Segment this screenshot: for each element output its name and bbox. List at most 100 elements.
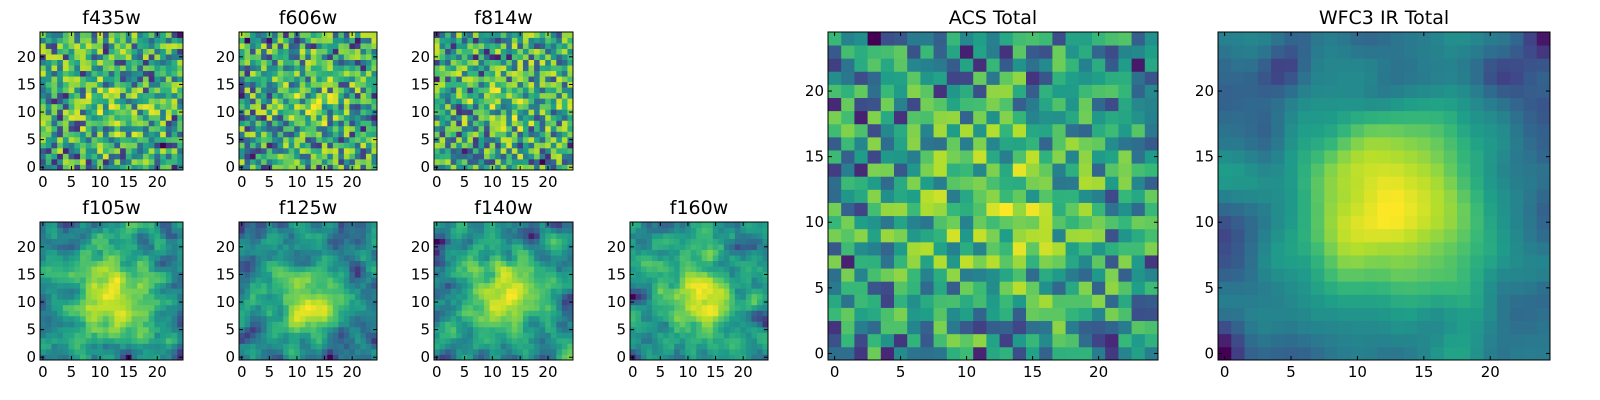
heatmap-cell — [528, 321, 535, 328]
heatmap-cell — [266, 54, 273, 60]
heatmap-cell — [528, 65, 535, 72]
heatmap-cell — [255, 304, 262, 311]
heatmap-cell — [500, 343, 507, 350]
heatmap-cell — [137, 131, 144, 138]
heatmap-cell — [102, 277, 110, 284]
heatmap-cell — [321, 87, 328, 94]
heatmap-cell — [734, 354, 741, 361]
heatmap-cell — [696, 326, 703, 333]
heatmap-cell — [288, 37, 295, 44]
heatmap-cell — [434, 227, 440, 234]
heatmap-cell — [679, 321, 686, 328]
heatmap-cell — [244, 354, 251, 361]
heatmap-cell — [360, 98, 367, 105]
heatmap-cell — [534, 70, 541, 77]
heatmap-cell — [854, 202, 868, 217]
heatmap-cell — [255, 120, 262, 127]
heatmap-cell — [120, 153, 127, 160]
heatmap-cell — [310, 131, 317, 138]
heatmap-cell — [545, 65, 552, 72]
heatmap-cell — [467, 233, 474, 239]
heatmap-cell — [114, 59, 121, 66]
heatmap-cell — [478, 54, 485, 60]
heatmap-cell — [45, 142, 52, 149]
heatmap-cell — [142, 304, 150, 311]
heatmap-cell — [299, 54, 306, 60]
heatmap-cell — [461, 348, 468, 355]
heatmap-cell — [567, 343, 574, 350]
heatmap-cell — [114, 222, 121, 228]
y-tick-label: 20 — [411, 48, 430, 66]
heatmap-cell — [484, 266, 490, 273]
heatmap-cell — [74, 266, 81, 273]
heatmap-cell — [1039, 307, 1053, 322]
heatmap-cell — [751, 304, 758, 311]
heatmap-cell — [332, 98, 339, 105]
x-tick-label: 20 — [538, 173, 557, 191]
heatmap-cell — [160, 120, 167, 127]
heatmap-cell — [332, 326, 339, 333]
heatmap-cell — [484, 109, 490, 116]
heatmap-cell — [701, 222, 708, 228]
heatmap-cell — [729, 271, 736, 278]
heatmap-cell — [338, 343, 345, 350]
heatmap-cell — [685, 288, 692, 295]
heatmap-cell — [528, 293, 535, 300]
heatmap-cell — [556, 142, 563, 149]
heatmap-cell — [478, 70, 485, 77]
heatmap-cell — [51, 249, 58, 256]
heatmap-cell — [456, 59, 463, 66]
heatmap-cell — [51, 321, 58, 328]
heatmap-cell — [828, 241, 842, 256]
heatmap-cell — [120, 310, 127, 317]
heatmap-cell — [663, 348, 670, 355]
heatmap-cell — [148, 147, 155, 154]
heatmap-cell — [663, 337, 670, 344]
heatmap-cell — [62, 244, 69, 250]
heatmap-cell — [707, 315, 714, 322]
heatmap-cell — [171, 348, 178, 355]
heatmap-cell — [165, 348, 172, 355]
heatmap-cell — [718, 260, 725, 267]
heatmap-cell — [456, 48, 463, 55]
heatmap-cell — [674, 299, 681, 306]
heatmap-cell — [125, 87, 132, 94]
heatmap-cell — [85, 125, 92, 132]
heatmap-cell — [343, 271, 350, 278]
heatmap-cell — [630, 282, 636, 289]
heatmap-cell — [74, 164, 81, 171]
heatmap-cell — [450, 125, 457, 132]
heatmap-cell — [365, 227, 372, 234]
heatmap-cell — [354, 114, 361, 121]
heatmap-cell — [108, 136, 115, 143]
heatmap-cell — [545, 227, 552, 234]
heatmap-cell — [142, 227, 150, 234]
heatmap-cell — [349, 238, 356, 245]
heatmap-cell — [1144, 255, 1159, 269]
heatmap-cell — [91, 293, 98, 300]
heatmap-cell — [478, 310, 485, 317]
heatmap-cell — [434, 142, 440, 149]
heatmap-cell — [434, 158, 440, 165]
heatmap-cell — [338, 233, 345, 239]
heatmap-cell — [343, 321, 350, 328]
heatmap-cell — [327, 125, 334, 132]
heatmap-cell — [360, 103, 367, 110]
heatmap-cell — [171, 153, 178, 160]
heatmap-cell — [567, 120, 574, 127]
heatmap-cell — [500, 43, 507, 49]
heatmap-cell — [511, 32, 518, 38]
heatmap-cell — [561, 255, 568, 262]
heatmap-cell — [154, 244, 161, 250]
heatmap-cell — [506, 103, 513, 110]
heatmap-cell — [920, 228, 934, 243]
heatmap-cell — [131, 87, 138, 94]
heatmap-cell — [495, 343, 502, 350]
heatmap-cell — [338, 310, 345, 317]
heatmap-cell — [277, 131, 284, 138]
heatmap-cell — [177, 87, 184, 94]
heatmap-cell — [68, 43, 75, 49]
heatmap-cell — [294, 244, 301, 250]
heatmap-cell — [1052, 189, 1066, 203]
heatmap-cell — [652, 260, 658, 267]
